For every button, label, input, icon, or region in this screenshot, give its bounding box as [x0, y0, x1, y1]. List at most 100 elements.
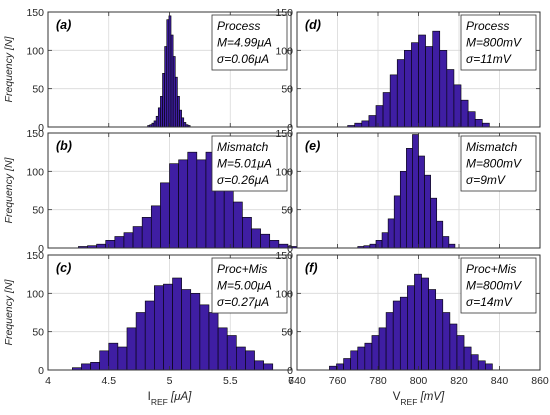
histogram-bar [432, 30, 441, 128]
histogram-bar [399, 171, 407, 249]
histogram-bar [260, 233, 271, 249]
histogram-bar [414, 273, 422, 371]
y-tick-label: 0 [287, 243, 293, 255]
y-tick-label: 150 [275, 128, 293, 140]
stats-annotation-box [460, 14, 537, 71]
histogram-bar [375, 240, 383, 249]
x-tick-label: 5 [167, 375, 173, 387]
histogram-bar [407, 285, 415, 371]
histogram-bar [418, 155, 425, 249]
histogram-bar [385, 312, 394, 371]
histogram-bar [150, 205, 161, 249]
stats-annotation-text: σ=0.27μA [217, 295, 269, 309]
histogram-bar [378, 327, 387, 371]
stats-annotation-text: Process [466, 19, 509, 33]
histogram-bar [166, 19, 170, 128]
histogram-bar [135, 312, 146, 371]
histogram-bar [263, 363, 274, 371]
histogram-bar [329, 365, 337, 371]
y-tick-label: 0 [38, 122, 44, 134]
histogram-bar [108, 342, 119, 371]
x-tick-label: 4 [45, 375, 51, 387]
stats-annotation-text: M=4.99μA [217, 36, 272, 50]
panel-label: (b) [56, 139, 72, 153]
histogram-bar [418, 34, 426, 128]
histogram-bar [164, 46, 168, 128]
histogram-bar [169, 163, 179, 249]
histogram-bar [404, 50, 412, 128]
histogram-bar [196, 159, 207, 249]
histogram-bar [350, 350, 359, 371]
histogram-bar [99, 350, 110, 371]
histogram-bar [151, 122, 155, 128]
y-tick-label: 150 [26, 7, 44, 19]
histogram-bar [435, 299, 444, 371]
histogram-bar [232, 201, 243, 249]
histogram-bar [160, 182, 170, 249]
x-tick-label: 760 [329, 375, 347, 387]
histogram-bar [361, 120, 370, 128]
stats-annotation-text: σ=0.26μA [217, 173, 269, 187]
histogram-bar [463, 346, 472, 371]
y-tick-label: 150 [26, 128, 44, 140]
y-tick-label: 50 [32, 327, 44, 339]
panel-b: 0 50 100 150 Frequency [N] (b) Mismatch M=5.01μ… [3, 128, 298, 255]
histogram-bar [425, 46, 433, 128]
histogram-bar [190, 293, 201, 371]
histogram-bar [439, 50, 448, 128]
y-tick-label: 50 [32, 84, 44, 96]
histogram-bar [477, 360, 486, 371]
stats-annotation-text: Mismatch [217, 140, 269, 154]
histogram-bar [217, 327, 228, 371]
histogram-bar [392, 300, 401, 371]
histogram-bar [181, 289, 192, 371]
histogram-bar [412, 134, 419, 249]
panel-label: (c) [56, 261, 71, 275]
histogram-bar [387, 218, 395, 249]
stats-annotation-box [211, 257, 288, 314]
panel-label: (f) [305, 261, 318, 275]
y-axis-label: Frequency [N] [3, 35, 15, 102]
histogram-bar [242, 217, 252, 249]
histogram-bar [144, 300, 155, 371]
histogram-bar [170, 34, 174, 128]
stats-annotation-text: σ=11mV [466, 52, 512, 66]
histogram-bar [105, 240, 116, 249]
x-tick-label: 740 [288, 375, 306, 387]
histogram-bar [123, 232, 134, 249]
x-tick-label: 840 [491, 375, 509, 387]
histogram-bar [424, 174, 431, 249]
y-tick-label: 100 [26, 166, 44, 178]
stats-annotation-text: σ=0.06μA [217, 52, 269, 66]
histogram-bar [456, 335, 465, 371]
panel-label: (d) [305, 18, 321, 32]
histogram-bar [208, 312, 219, 371]
histogram-bar [226, 335, 237, 371]
y-tick-label: 50 [281, 84, 293, 96]
histogram-bar [153, 120, 157, 128]
histogram-bar [236, 346, 246, 371]
histogram-bar [453, 84, 462, 128]
histogram-bar [178, 159, 189, 249]
stats-annotation-text: M=800mV [466, 279, 522, 293]
x-tick-label: 5.5 [223, 375, 238, 387]
histogram-bar [126, 327, 137, 371]
histogram-bar [183, 122, 187, 128]
stats-annotation-box [211, 135, 288, 192]
histogram-bar [154, 285, 164, 371]
histogram-bar [449, 323, 458, 371]
histogram-bar [172, 277, 182, 371]
histogram-bar [174, 76, 178, 128]
stats-annotation-text: Mismatch [466, 140, 518, 154]
histogram-bar [354, 122, 363, 128]
y-tick-label: 0 [38, 243, 44, 255]
histogram-bar [485, 363, 493, 371]
histogram-bar [177, 96, 180, 128]
y-tick-label: 150 [275, 250, 293, 262]
histogram-bar [96, 243, 107, 249]
histogram-bar [141, 217, 152, 249]
stats-annotation-box [211, 14, 288, 71]
histogram-bar [251, 228, 261, 249]
panel-f: 0 50 100 150 740 760 780 800 820 840 860 VREF [mV] (… [275, 250, 548, 407]
